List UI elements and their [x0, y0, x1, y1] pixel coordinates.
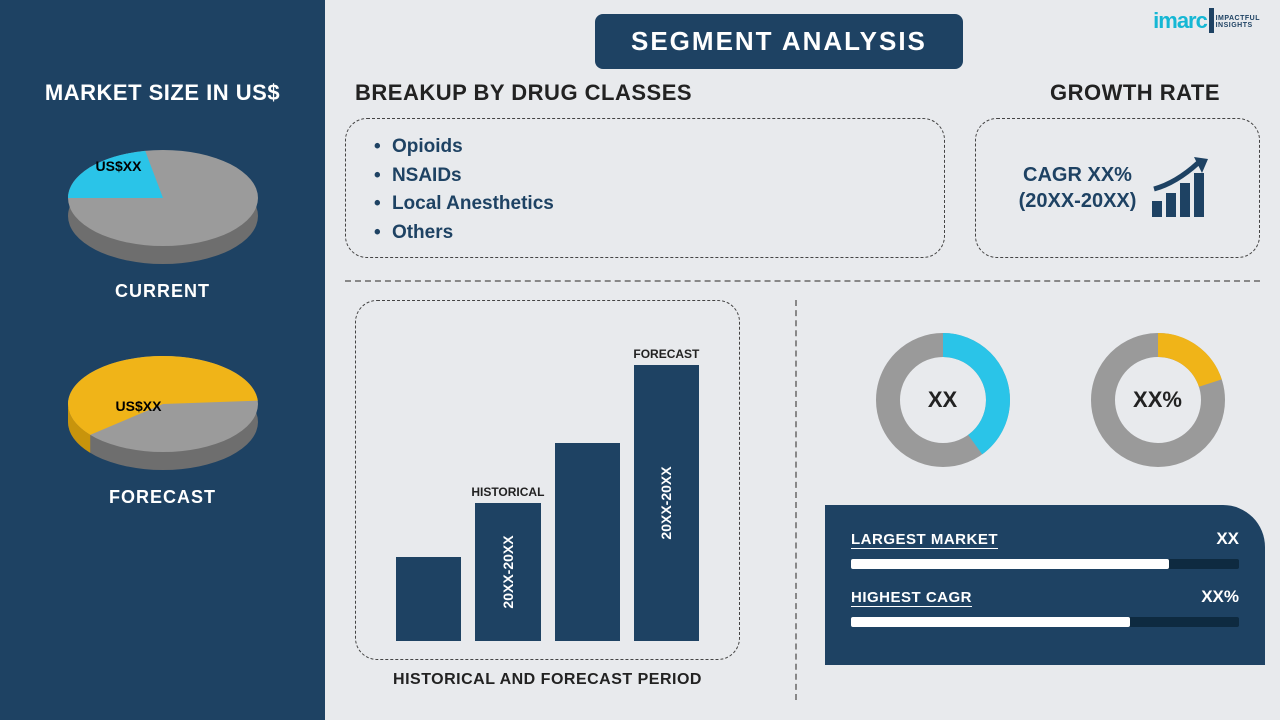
- pie-forecast-label: US$XX: [116, 398, 162, 414]
- drug-box: OpioidsNSAIDsLocal AnestheticsOthers: [345, 118, 945, 258]
- donut-1: XX: [873, 330, 1013, 470]
- donut-2-label: XX%: [1133, 387, 1182, 413]
- bar-side-label: 20XX-20XX: [500, 535, 516, 608]
- drug-list-item: Others: [374, 219, 916, 248]
- growth-chart-icon: [1146, 153, 1216, 223]
- sidebar: MARKET SIZE IN US$ US$XX CURRENT US$XX F…: [0, 0, 325, 720]
- pie-current-label: US$XX: [96, 158, 142, 174]
- bar-side-label: 20XX-20XX: [658, 466, 674, 539]
- drug-title: BREAKUP BY DRUG CLASSES: [355, 80, 692, 106]
- cagr-line1: CAGR XX%: [1023, 164, 1132, 186]
- page-heading: SEGMENT ANALYSIS: [595, 14, 963, 69]
- logo: imarc|IMPACTFULINSIGHTS: [1153, 8, 1260, 34]
- metric-bar-track: [851, 617, 1239, 627]
- growth-title: GROWTH RATE: [1035, 80, 1235, 106]
- bars-area: HISTORICAL20XX-20XXFORECAST20XX-20XX: [396, 341, 699, 641]
- bar: [396, 557, 461, 641]
- metric-bar-fill: [851, 617, 1130, 627]
- pie-forecast-caption: FORECAST: [15, 487, 310, 508]
- growth-title-wrap: GROWTH RATE: [1035, 80, 1235, 106]
- drug-list: OpioidsNSAIDsLocal AnestheticsOthers: [374, 133, 916, 247]
- drug-list-item: Opioids: [374, 133, 916, 162]
- main: imarc|IMPACTFULINSIGHTS SEGMENT ANALYSIS…: [325, 0, 1280, 720]
- bars-caption: HISTORICAL AND FORECAST PERIOD: [356, 671, 739, 689]
- cagr-line2: (20XX-20XX): [1019, 190, 1137, 212]
- bars-box: HISTORICAL20XX-20XXFORECAST20XX-20XX HIS…: [355, 300, 740, 660]
- metric-bar-fill: [851, 559, 1169, 569]
- bar-top-label: FORECAST: [633, 347, 699, 361]
- divider-vertical: [795, 300, 797, 700]
- metric-value: XX: [1216, 529, 1239, 549]
- pie-current: US$XX: [48, 136, 278, 266]
- logo-tag1: IMPACTFUL: [1216, 15, 1260, 22]
- bar: FORECAST20XX-20XX: [634, 365, 699, 641]
- sidebar-title: MARKET SIZE IN US$: [15, 80, 310, 106]
- drug-list-item: NSAIDs: [374, 162, 916, 191]
- metric-label: LARGEST MARKET: [851, 531, 998, 548]
- metric-label: HIGHEST CAGR: [851, 589, 972, 606]
- bar: [555, 443, 620, 641]
- metrics-box: LARGEST MARKET XX HIGHEST CAGR XX%: [825, 505, 1265, 665]
- drug-title-wrap: BREAKUP BY DRUG CLASSES: [355, 80, 692, 106]
- logo-text: imarc: [1153, 8, 1207, 33]
- donut-2: XX%: [1088, 330, 1228, 470]
- pie-forecast: US$XX: [48, 342, 278, 472]
- donuts-row: XX XX%: [835, 320, 1265, 480]
- drug-list-item: Local Anesthetics: [374, 190, 916, 219]
- donut-1-label: XX: [928, 387, 957, 413]
- metric-bar-track: [851, 559, 1239, 569]
- metric-row: LARGEST MARKET XX: [851, 529, 1239, 549]
- divider-horizontal: [345, 280, 1260, 282]
- cagr-text: CAGR XX% (20XX-20XX): [1019, 162, 1137, 214]
- metric-value: XX%: [1201, 587, 1239, 607]
- logo-tag2: INSIGHTS: [1216, 22, 1253, 29]
- growth-box: CAGR XX% (20XX-20XX): [975, 118, 1260, 258]
- metric-row: HIGHEST CAGR XX%: [851, 587, 1239, 607]
- pie-current-caption: CURRENT: [15, 281, 310, 302]
- bar: HISTORICAL20XX-20XX: [475, 503, 540, 641]
- bar-top-label: HISTORICAL: [471, 485, 544, 499]
